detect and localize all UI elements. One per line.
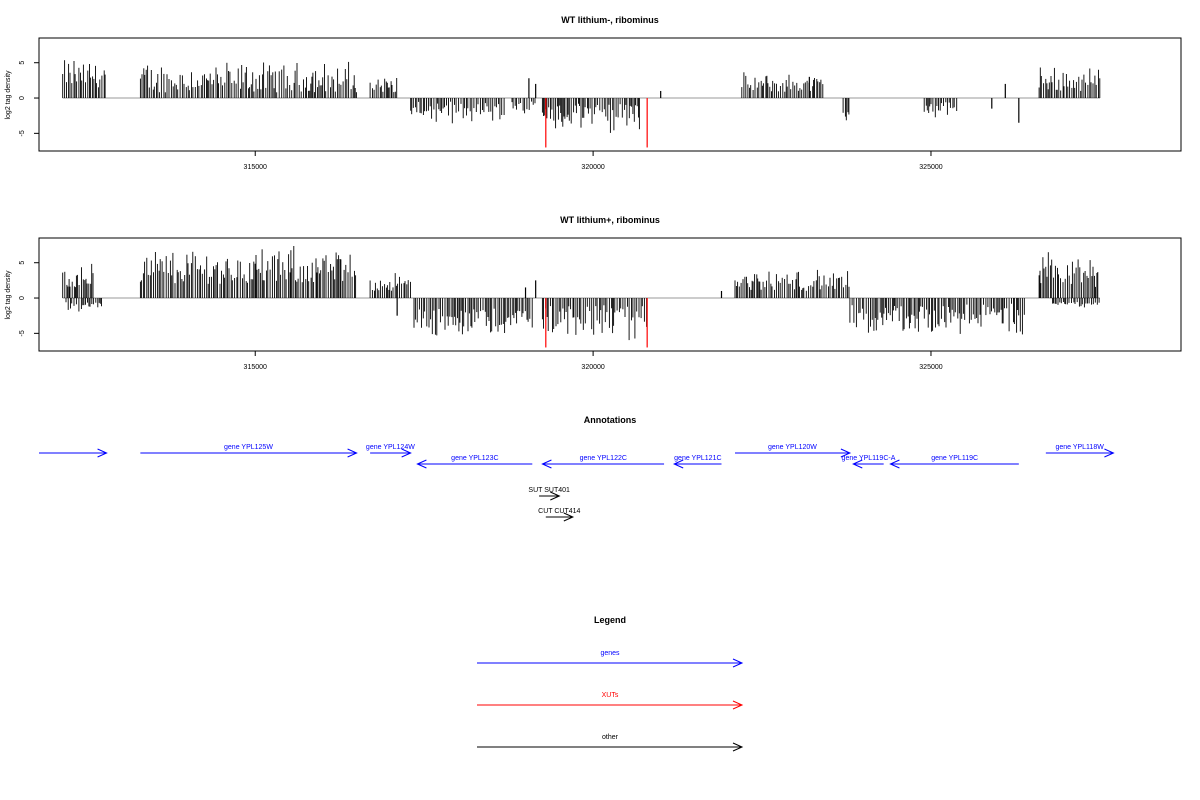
- annotation-arrows: gene YPL125W gene YPL124W gene YPL123C gene…: [39, 444, 1115, 522]
- gene-annotation: gene YPL124W: [366, 444, 415, 458]
- gene-label: gene YPL120W: [768, 444, 817, 451]
- legend-item: genes: [477, 650, 744, 668]
- annotations-title: Annotations: [584, 415, 637, 425]
- gene-annotation: gene YPL125W: [140, 444, 358, 458]
- x-tick-label: 320000: [581, 164, 604, 171]
- x-tick-label: 315000: [244, 164, 267, 171]
- gene-label: gene YPL119C-A: [842, 455, 896, 462]
- gene-arrow-arrowhead: [347, 448, 358, 458]
- panel-2-title: WT lithium+, ribominus: [560, 215, 660, 225]
- gene-annotation: [39, 448, 108, 458]
- gene-label: gene YPL122C: [580, 455, 627, 462]
- gene-arrow-arrowhead: [401, 448, 412, 458]
- gene-label: gene YPL121C: [674, 455, 721, 462]
- legend-label: XUTs: [602, 692, 619, 699]
- panel-2-axes: -5 0 5 315000 320000 325000: [19, 261, 943, 371]
- gene-arrow-arrowhead: [840, 448, 852, 458]
- gene-arrow-arrowhead: [1104, 448, 1115, 458]
- x-tick-label: 325000: [919, 364, 942, 371]
- panel-2-frame: [38, 237, 1182, 352]
- legend-label: other: [602, 734, 619, 741]
- gene-arrow-arrowhead: [416, 459, 427, 469]
- panel-lithium-plus: WT lithium+, ribominus log2 tag density …: [5, 215, 1182, 371]
- annotations-panel: Annotations gene YPL125W gene YPL124Wgene…: [39, 415, 1115, 522]
- gene-arrow-arrowhead: [889, 459, 900, 469]
- gene-annotation: gene YPL121C: [672, 455, 722, 469]
- gene-label: gene YPL124W: [366, 444, 415, 451]
- panel-1-title: WT lithium-, ribominus: [561, 15, 659, 25]
- other-annotation: SUT SUT401: [528, 487, 570, 501]
- panel-1-axes: -5 0 5 315000 320000 325000: [19, 61, 943, 171]
- legend-arrow-arrowhead: [732, 700, 744, 710]
- panel-1-bars: [62, 60, 1101, 148]
- other-label: SUT SUT401: [528, 487, 570, 494]
- x-tick-label: 315000: [244, 364, 267, 371]
- gene-label: gene YPL118W: [1055, 444, 1104, 451]
- legend-label: genes: [600, 650, 620, 657]
- y-tick-label: 5: [19, 261, 26, 265]
- other-arrow-arrowhead: [563, 512, 575, 522]
- panel-1-ylabel: log2 tag density: [5, 70, 12, 120]
- gene-annotation: gene YPL118W: [1045, 444, 1115, 458]
- gene-arrow-arrowhead: [852, 459, 863, 469]
- x-tick-label: 320000: [581, 364, 604, 371]
- legend-title: Legend: [594, 615, 626, 625]
- gene-arrow-arrowhead: [97, 448, 108, 458]
- y-tick-label: 5: [19, 61, 26, 65]
- panel-lithium-minus: WT lithium-, ribominus log2 tag density …: [5, 15, 1182, 171]
- gene-arrow-arrowhead: [541, 459, 552, 469]
- gene-annotation: gene YPL120W: [735, 444, 852, 458]
- other-annotation: CUT CUT414: [538, 508, 581, 522]
- gene-label: gene YPL119C: [931, 455, 978, 462]
- gene-annotation: gene YPL119C: [889, 455, 1019, 469]
- gene-annotation: gene YPL123C: [416, 455, 533, 469]
- gene-annotation: gene YPL119C-A: [842, 455, 896, 469]
- legend-items: genes XUTs other: [477, 650, 744, 752]
- legend-item: other: [477, 734, 744, 752]
- y-tick-label: -5: [19, 130, 26, 136]
- y-tick-label: 0: [19, 96, 26, 100]
- gene-annotation: gene YPL122C: [541, 455, 665, 469]
- y-tick-label: -5: [19, 330, 26, 336]
- legend-panel: Legend genes XUTs other: [477, 615, 744, 752]
- other-arrow-arrowhead: [550, 491, 561, 501]
- legend-arrow-arrowhead: [732, 742, 744, 752]
- legend-item: XUTs: [477, 692, 744, 710]
- other-label: CUT CUT414: [538, 508, 580, 515]
- x-tick-label: 325000: [919, 164, 942, 171]
- gene-label: gene YPL125W: [224, 444, 273, 451]
- gene-label: gene YPL123C: [451, 455, 498, 462]
- y-tick-label: 0: [19, 296, 26, 300]
- panel-2-ylabel: log2 tag density: [5, 270, 12, 320]
- gene-arrow-arrowhead: [672, 459, 684, 469]
- legend-arrow-arrowhead: [732, 658, 744, 668]
- panel-2-bars: [62, 246, 1100, 348]
